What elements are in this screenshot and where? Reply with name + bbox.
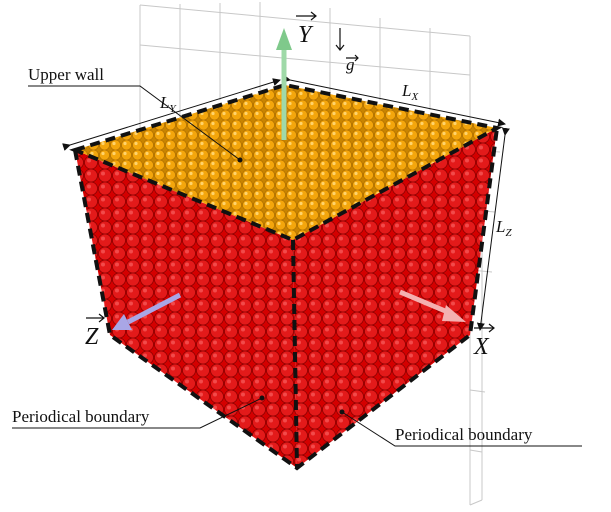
subscript: Y — [169, 103, 177, 115]
periodical-boundary-left-label: Periodical boundary — [12, 407, 150, 426]
subscript: Z — [505, 227, 512, 239]
leader-dot — [237, 157, 243, 163]
symbol: L — [495, 217, 505, 236]
x-axis-arrow — [399, 289, 451, 316]
leader-line — [12, 397, 263, 429]
upper-wall-label: Upper wall — [28, 65, 104, 84]
dimension-lz: LZ — [495, 217, 512, 239]
symbol: L — [401, 81, 411, 100]
symbol: L — [159, 93, 169, 112]
dimension-ly: LY — [159, 93, 177, 115]
leader-line — [341, 411, 582, 447]
left-face — [75, 150, 297, 468]
z-axis-arrowhead — [112, 314, 132, 330]
x-axis-arrowhead — [442, 305, 466, 322]
leader-dot — [339, 409, 345, 415]
z-axis-label: Z — [85, 324, 99, 350]
z-axis-arrow — [126, 292, 182, 325]
periodical-boundary-right-label: Periodical boundary — [395, 425, 533, 444]
leader-line — [28, 85, 241, 161]
subscript: X — [410, 91, 419, 103]
x-axis-label: X — [473, 334, 490, 360]
dimension-lx: LX — [401, 81, 419, 103]
leader-dot — [259, 395, 265, 401]
gravity-label: g — [346, 55, 355, 74]
y-axis-arrowhead — [276, 28, 292, 50]
vector-arrows — [86, 11, 495, 333]
y-axis-label: Y — [298, 22, 314, 48]
